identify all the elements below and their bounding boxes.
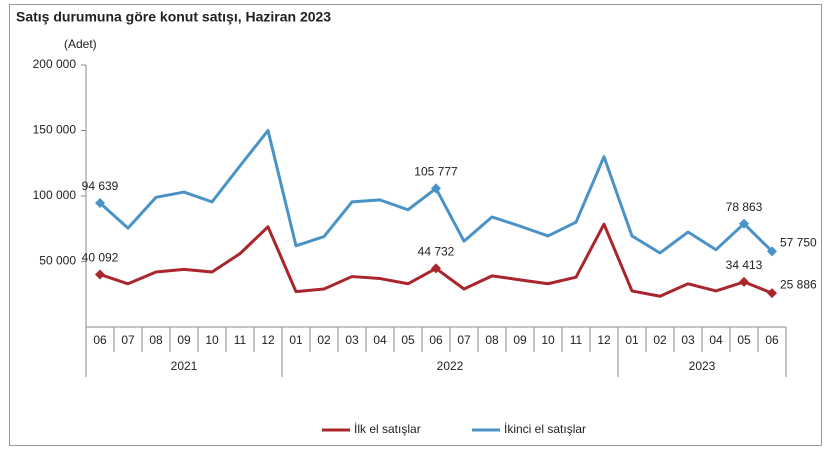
y-unit: (Adet) (64, 37, 97, 51)
year-label: 2023 (689, 359, 716, 373)
point-marker (95, 198, 105, 209)
x-tick-label: 07 (121, 333, 135, 347)
data-label: 34 413 (726, 258, 763, 272)
point-marker (739, 276, 749, 287)
x-tick-label: 02 (653, 333, 667, 347)
x-tick-label: 08 (485, 333, 499, 347)
point-marker (431, 263, 441, 274)
point-marker (95, 269, 105, 280)
x-tick-label: 11 (234, 333, 247, 347)
x-tick-label: 08 (149, 333, 163, 347)
y-tick-label: 150 000 (33, 123, 77, 137)
x-tick-label: 06 (765, 333, 779, 347)
legend-label: İkinci el satışlar (504, 422, 586, 436)
data-label: 57 750 (780, 236, 817, 250)
data-label: 105 777 (414, 165, 458, 179)
data-label: 44 732 (418, 245, 455, 259)
point-marker (739, 218, 749, 229)
x-tick-label: 09 (177, 333, 191, 347)
x-tick-label: 05 (401, 333, 415, 347)
data-label: 94 639 (82, 179, 119, 193)
x-tick-label: 06 (429, 333, 443, 347)
chart-frame (9, 4, 822, 446)
x-tick-label: 01 (625, 333, 639, 347)
x-tick-label: 01 (289, 333, 303, 347)
x-tick-label: 07 (457, 333, 471, 347)
x-tick-label: 12 (597, 333, 611, 347)
x-tick-label: 02 (317, 333, 331, 347)
year-label: 2022 (437, 359, 464, 373)
point-marker (767, 288, 777, 299)
x-tick-label: 09 (513, 333, 527, 347)
data-label: 25 886 (780, 277, 817, 291)
x-tick-label: 04 (373, 333, 387, 347)
x-tick-label: 12 (261, 333, 275, 347)
x-tick-label: 11 (570, 333, 583, 347)
x-tick-label: 03 (681, 333, 695, 347)
x-tick-label: 03 (345, 333, 359, 347)
x-tick-label: 05 (737, 333, 751, 347)
y-tick-label: 50 000 (39, 254, 76, 268)
point-marker (431, 183, 441, 194)
y-tick-label: 200 000 (33, 57, 77, 71)
year-label: 2021 (171, 359, 198, 373)
point-marker (767, 246, 777, 257)
y-tick-label: 100 000 (33, 188, 77, 202)
chart-title: Satış durumuna göre konut satışı, Hazira… (16, 9, 331, 25)
x-tick-label: 06 (93, 333, 107, 347)
data-label: 40 092 (82, 251, 119, 265)
x-tick-label: 04 (709, 333, 723, 347)
legend-label: İlk el satışlar (354, 422, 421, 436)
x-tick-label: 10 (541, 333, 555, 347)
data-label: 78 863 (726, 200, 763, 214)
x-tick-label: 10 (205, 333, 219, 347)
